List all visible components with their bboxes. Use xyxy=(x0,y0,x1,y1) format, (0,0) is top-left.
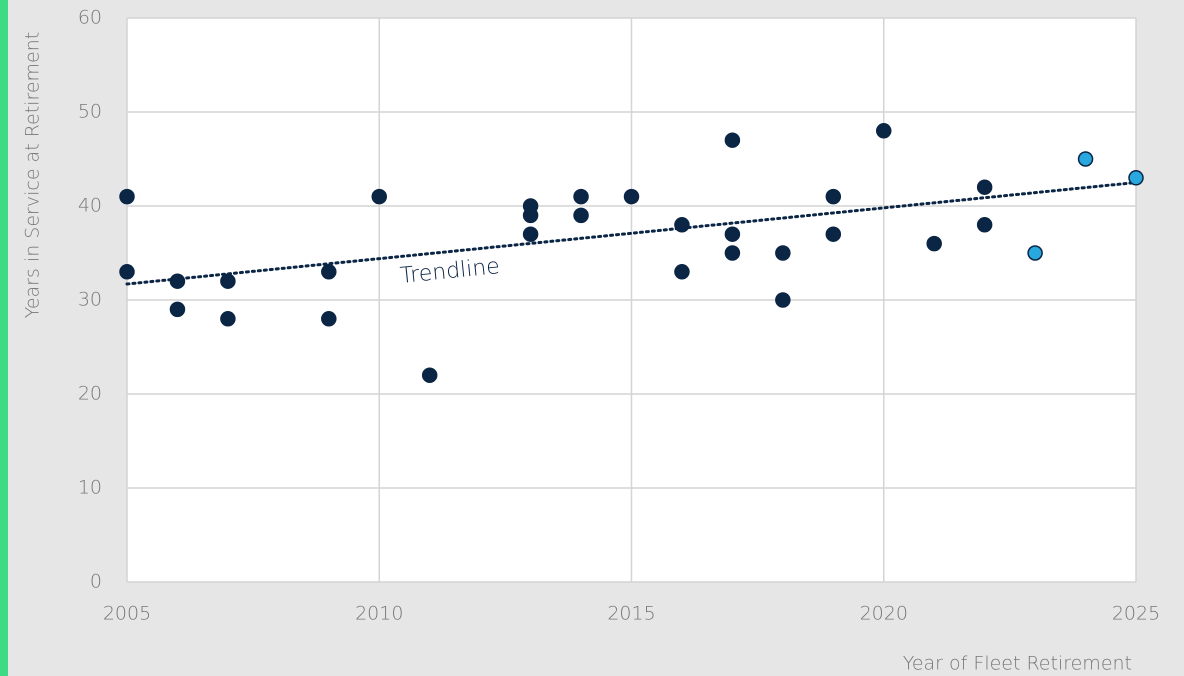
data-point xyxy=(1077,151,1094,167)
data-point xyxy=(119,188,135,205)
data-point xyxy=(573,188,589,205)
x-axis-label: Year of Fleet Retirement xyxy=(903,653,1132,675)
data-point xyxy=(876,123,892,139)
accent-bar xyxy=(0,0,8,676)
data-point xyxy=(976,217,993,233)
data-point xyxy=(220,311,236,327)
data-point xyxy=(825,188,842,205)
data-point xyxy=(321,264,337,280)
data-point xyxy=(522,207,539,224)
x-tick-label: 2020 xyxy=(860,603,908,625)
data-point xyxy=(1027,245,1043,261)
data-point xyxy=(220,273,236,289)
y-axis-label: Years in Service at Retirement xyxy=(22,32,44,318)
data-point xyxy=(674,217,690,233)
data-point xyxy=(119,264,135,280)
data-point xyxy=(674,264,690,280)
y-tick-label: 60 xyxy=(78,7,102,29)
data-point xyxy=(573,207,589,224)
data-point xyxy=(775,245,791,261)
x-tick-label: 2005 xyxy=(103,603,151,625)
x-tick-label: 2010 xyxy=(355,603,403,625)
data-point xyxy=(1128,170,1144,186)
data-point xyxy=(926,235,942,252)
x-tick-label: 2025 xyxy=(1112,603,1160,625)
y-tick-label: 20 xyxy=(78,383,102,405)
trendline xyxy=(125,181,1138,286)
data-point xyxy=(623,188,640,205)
data-point xyxy=(169,273,186,289)
y-tick-label: 40 xyxy=(78,195,102,217)
x-tick-label: 2015 xyxy=(607,603,655,625)
data-point xyxy=(321,311,337,327)
data-point xyxy=(522,226,539,242)
data-point xyxy=(169,301,186,318)
y-tick-label: 50 xyxy=(78,101,102,123)
data-point xyxy=(371,188,387,205)
data-point xyxy=(825,226,842,242)
data-point xyxy=(724,132,741,148)
data-point xyxy=(775,292,791,308)
y-tick-label: 0 xyxy=(90,571,102,593)
data-point xyxy=(724,245,741,261)
y-tick-label: 10 xyxy=(78,477,102,499)
data-point xyxy=(724,226,741,242)
y-tick-label: 30 xyxy=(78,289,102,311)
data-point xyxy=(421,367,438,383)
data-point xyxy=(976,179,993,195)
